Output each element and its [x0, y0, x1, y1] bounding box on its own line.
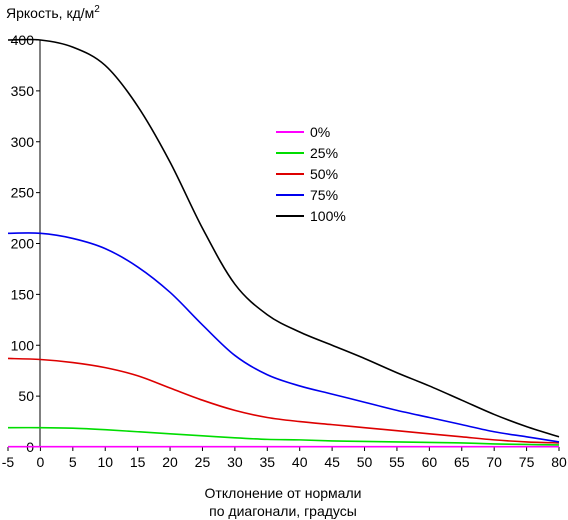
- x-tick-label: -5: [2, 454, 15, 470]
- y-axis-title-superscript: 2: [94, 4, 100, 15]
- x-tick-label: 40: [292, 454, 308, 470]
- x-tick-label: 80: [551, 454, 567, 470]
- x-tick-label: 55: [389, 454, 405, 470]
- x-tick-label: 65: [454, 454, 470, 470]
- series-lines: [7, 38, 560, 448]
- y-tick-label: 150: [11, 286, 35, 302]
- x-tick-label: 25: [195, 454, 211, 470]
- x-tick-label: 20: [162, 454, 178, 470]
- legend-label: 100%: [310, 208, 346, 224]
- y-tick-label: 100: [11, 337, 35, 353]
- x-tick-label: 75: [519, 454, 535, 470]
- series-line-25pct: [7, 426, 560, 446]
- x-tick-label: 0: [37, 454, 45, 470]
- x-tick-label: 5: [69, 454, 77, 470]
- x-tick-label: 30: [227, 454, 243, 470]
- legend-label: 0%: [310, 124, 330, 140]
- y-axis-title: Яркость, кд/м2: [6, 4, 100, 21]
- legend-label: 25%: [310, 145, 338, 161]
- legend: 0% 25% 50% 75% 100%: [276, 124, 346, 224]
- x-tick-label: 60: [422, 454, 438, 470]
- x-tick-label: 10: [97, 454, 113, 470]
- x-tick-label: 35: [260, 454, 276, 470]
- y-tick-label: 250: [11, 185, 35, 201]
- y-tick-label: 350: [11, 83, 35, 99]
- legend-label: 75%: [310, 187, 338, 203]
- y-tick-label: 200: [11, 236, 35, 252]
- x-axis-title-line-1: Отклонение от нормали: [205, 485, 362, 501]
- series-line-50pct: [7, 357, 560, 444]
- x-tick-label: 15: [130, 454, 146, 470]
- x-axis-title-line-2: по диагонали, градусы: [209, 503, 357, 519]
- legend-label: 50%: [310, 166, 338, 182]
- x-tick-label: 50: [357, 454, 373, 470]
- y-tick-label: 300: [11, 134, 35, 150]
- series-line-75pct: [7, 232, 560, 443]
- series-line-100pct: [7, 38, 560, 438]
- y-tick-label: 50: [18, 388, 34, 404]
- x-tick-label: 70: [486, 454, 502, 470]
- x-tick-label: 45: [324, 454, 340, 470]
- y-axis-title-text: Яркость, кд/м: [6, 5, 94, 21]
